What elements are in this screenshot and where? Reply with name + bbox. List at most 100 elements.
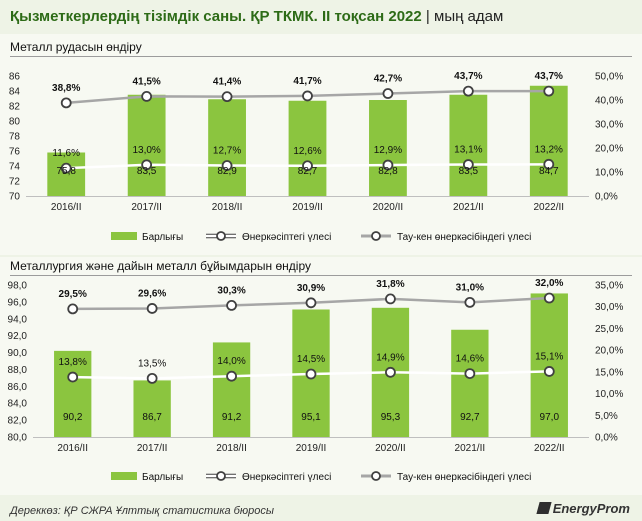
chart-2-title: Металлургия және дайын металл бұйымдарын… (10, 259, 311, 273)
chart-2-y2-tick-label: 35,0% (595, 281, 623, 292)
chart-2-industry-share-data-label: 14,5% (297, 354, 325, 365)
chart-2-bar-data-label: 97,0 (540, 412, 560, 423)
chart-2-industry-share-point (464, 368, 476, 379)
chart-2-y2-tick-label: 5,0% (595, 411, 618, 422)
chart-2-bar-data-label: 92,7 (460, 412, 480, 423)
chart-2-y2-tick-label: 25,0% (595, 324, 623, 335)
chart-1-bar (288, 100, 327, 196)
chart-2-legend-label: Өнеркәсіптегі үлесі (242, 472, 331, 483)
chart-2-mining-share-point (305, 297, 317, 309)
chart-1-mining-share-point (543, 85, 555, 97)
chart-2-title-divider (10, 275, 632, 276)
chart-1-y-tick-label: 84 (9, 87, 21, 98)
chart-2-industry-share-data-label: 14,6% (456, 354, 484, 365)
chart-2-mining-share-data-label: 30,9% (297, 283, 325, 294)
chart-1-legend-label: Өнеркәсіптегі үлесі (242, 232, 331, 243)
chart-1-y2-tick-label: 0,0% (595, 192, 618, 203)
chart-1-mining-share-data-label: 38,8% (52, 83, 80, 94)
title-separator: | (425, 8, 430, 25)
chart-1-y-tick-label: 86 (9, 72, 21, 83)
chart-1-title: Металл рудасын өндіру (10, 40, 142, 54)
chart-1-bar-data-label: 82,9 (217, 166, 237, 177)
chart-2-x-tick-label: 2021/II (455, 443, 486, 454)
chart-2-mining-share-point (226, 300, 237, 311)
chart-1-y-tick-label: 82 (9, 102, 21, 113)
header-bar: Қызметкерлердің тізімдік саны. ҚР ТКМК. … (0, 0, 642, 34)
chart-2-mining-share-data-label: 29,5% (59, 289, 87, 300)
chart-1-y2-tick-label: 40,0% (595, 96, 623, 107)
brand-name: EnergyProm (552, 501, 630, 516)
chart-1-x-tick-label: 2020/II (373, 202, 404, 213)
chart-2-x-tick-label: 2018/II (216, 443, 247, 454)
chart-2-mining-share-point (385, 293, 396, 305)
chart-2-bar-data-label: 95,1 (301, 412, 321, 423)
chart-panel-1: Металл рудасын өндіру 70 72 74 76 78 80 82 84 86… (0, 34, 642, 255)
chart-1-y-tick-label: 72 (9, 177, 21, 188)
chart-2-industry-share-data-label: 14,9% (376, 352, 404, 363)
chart-2-x-tick-label: 2022/II (534, 443, 565, 454)
chart-2-bar-data-label: 86,7 (142, 412, 162, 423)
chart-1-industry-share-data-label: 12,7% (213, 146, 241, 157)
chart-1-industry-share-point (543, 158, 555, 170)
chart-2-industry-share-data-label: 13,5% (138, 358, 166, 369)
chart-1-y-tick-label: 80 (9, 117, 21, 128)
chart-1-mining-share-data-label: 41,5% (132, 76, 160, 87)
chart-1-x-tick-label: 2022/II (533, 202, 564, 213)
chart-1-bar-data-label: 82,8 (378, 166, 398, 177)
chart-2-bar (530, 293, 568, 437)
chart-2-x-tick-label: 2017/II (137, 443, 168, 454)
chart-1-legend-industry-marker (216, 231, 226, 241)
chart-1-mining-share-point (60, 97, 72, 109)
chart-1-mining-share-data-label: 43,7% (454, 71, 482, 82)
chart-2-y2-tick-label: 10,0% (595, 389, 623, 400)
chart-1-industry-share-point (60, 162, 72, 174)
footer-bar (0, 496, 642, 521)
chart-1-bar-data-label: 82,7 (298, 166, 318, 177)
chart-1-x-tick-label: 2019/II (292, 202, 323, 213)
chart-2-bar-data-label: 91,2 (222, 412, 242, 423)
chart-2-y-tick-label: 80,0 (8, 433, 28, 444)
chart-1-mining-share-data-label: 41,7% (293, 76, 321, 87)
chart-2-y-tick-label: 98,0 (8, 281, 28, 292)
chart-1-legend-label: Тау-кен өнеркәсібіндегі үлесі (397, 231, 531, 243)
chart-1-x-tick-label: 2016/II (51, 202, 82, 213)
chart-1-bar (208, 99, 246, 196)
unit-label: мың адам (434, 8, 504, 25)
chart-2-industry-share-point (226, 370, 237, 382)
chart-2-mining-share-data-label: 30,3% (217, 285, 245, 296)
chart-1-bar (529, 85, 568, 196)
chart-1-industry-share-point (382, 159, 394, 171)
chart-2-y2-tick-label: 15,0% (595, 367, 623, 378)
chart-1-mining-share-point (302, 90, 313, 102)
chart-1-bar (47, 152, 86, 196)
chart-1-legend-bar-swatch (111, 232, 137, 240)
chart-2-y-tick-label: 96,0 (8, 297, 28, 308)
chart-1-mining-share-point (141, 91, 153, 102)
chart-2-industry-share-data-label: 14,0% (217, 356, 245, 367)
chart-2-bar (54, 350, 92, 437)
chart-2-mining-share-data-label: 29,6% (138, 288, 166, 299)
chart-2-mining-share-point (67, 303, 79, 315)
chart-1-mining-share-point (382, 88, 394, 99)
chart-1-industry-share-data-label: 13,2% (535, 144, 563, 155)
chart-2-y2-tick-label: 20,0% (595, 346, 623, 357)
chart-1-y-tick-label: 78 (9, 132, 21, 143)
chart-1-y-tick-label: 70 (9, 192, 21, 203)
chart-2-mining-share-point (543, 292, 555, 304)
chart-2-bar (212, 342, 251, 437)
chart-1-y2-tick-label: 10,0% (595, 168, 623, 179)
chart-1-industry-share-point (141, 159, 153, 171)
chart-1-mining-share-point (221, 91, 233, 103)
chart-2-x-tick-label: 2019/II (296, 443, 327, 454)
chart-2-y-tick-label: 92,0 (8, 331, 28, 342)
chart-2-mining-share-data-label: 31,8% (376, 279, 404, 290)
source-note: Дереккөз: ҚР СЖРА Ұлттық статистика бюро… (10, 505, 274, 517)
chart-2-legend-mining-marker (371, 471, 381, 481)
chart-1-y2-tick-label: 20,0% (595, 144, 623, 155)
chart-1-industry-share-point (462, 159, 474, 170)
chart-1-industry-share-data-label: 12,9% (374, 145, 402, 156)
chart-2-y-tick-label: 90,0 (8, 348, 28, 359)
chart-1-industry-share-data-label: 12,6% (293, 146, 321, 157)
chart-1-x-tick-label: 2017/II (131, 202, 162, 213)
chart-2-industry-share-data-label: 15,1% (535, 351, 563, 362)
